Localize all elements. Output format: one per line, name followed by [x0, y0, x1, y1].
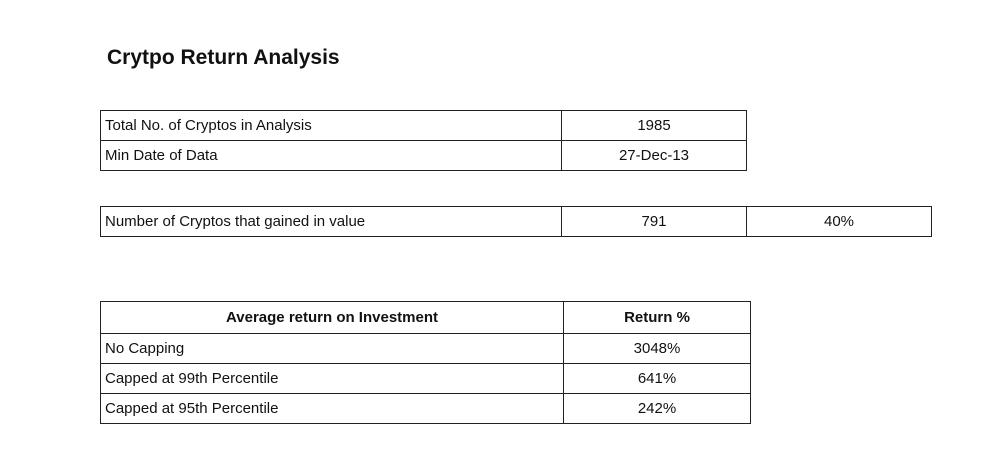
cell: 1985 — [561, 110, 747, 141]
cell: Number of Cryptos that gained in value — [100, 206, 562, 237]
row: No Capping 3048% — [100, 333, 751, 364]
title: Crytpo Return Analysis — [107, 46, 340, 69]
cell: 40% — [746, 206, 932, 237]
header-cell: Average return on Investment — [100, 301, 564, 334]
row: Min Date of Data 27-Dec-13 — [100, 140, 747, 171]
cell: 27-Dec-13 — [561, 140, 747, 171]
cell: Total No. of Cryptos in Analysis — [100, 110, 562, 141]
returns-table: Average return on Investment Return % No… — [100, 301, 751, 424]
header-cell: Return % — [563, 301, 751, 334]
cell: Min Date of Data — [100, 140, 562, 171]
row: Number of Cryptos that gained in value 7… — [100, 206, 932, 237]
header-row: Average return on Investment Return % — [100, 301, 751, 334]
cell: Capped at 99th Percentile — [100, 363, 564, 394]
row: Total No. of Cryptos in Analysis 1985 — [100, 110, 747, 141]
cell: Capped at 95th Percentile — [100, 393, 564, 424]
cell: No Capping — [100, 333, 564, 364]
row: Capped at 95th Percentile 242% — [100, 393, 751, 424]
row: Capped at 99th Percentile 641% — [100, 363, 751, 394]
cell: 242% — [563, 393, 751, 424]
cell: 641% — [563, 363, 751, 394]
cell: 791 — [561, 206, 747, 237]
summary-table: Total No. of Cryptos in Analysis 1985 Mi… — [100, 110, 747, 171]
cell: 3048% — [563, 333, 751, 364]
gained-table: Number of Cryptos that gained in value 7… — [100, 206, 932, 237]
